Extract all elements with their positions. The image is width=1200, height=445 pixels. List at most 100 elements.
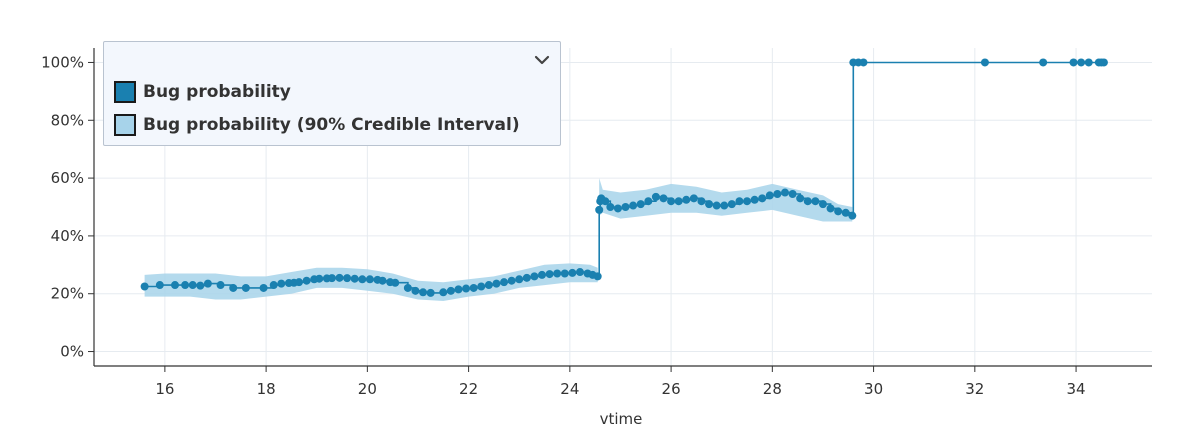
data-point[interactable] — [560, 269, 569, 278]
data-point[interactable] — [241, 283, 250, 292]
data-point[interactable] — [773, 189, 782, 198]
data-point[interactable] — [1077, 58, 1086, 67]
data-point[interactable] — [327, 274, 336, 283]
data-point[interactable] — [743, 197, 752, 206]
data-point[interactable] — [439, 288, 448, 297]
x-tick-label: 34 — [1067, 380, 1086, 398]
data-point[interactable] — [1069, 58, 1078, 67]
x-tick-label: 16 — [155, 380, 174, 398]
data-point[interactable] — [705, 200, 714, 209]
data-point[interactable] — [477, 282, 486, 291]
data-point[interactable] — [469, 283, 478, 292]
data-point[interactable] — [507, 276, 516, 285]
data-point[interactable] — [689, 194, 698, 203]
data-point[interactable] — [811, 197, 820, 206]
legend-toggle-button[interactable] — [532, 50, 552, 70]
data-point[interactable] — [229, 283, 238, 292]
data-point[interactable] — [522, 273, 531, 282]
data-point[interactable] — [826, 204, 835, 213]
data-point[interactable] — [1099, 58, 1108, 67]
data-point[interactable] — [446, 286, 455, 295]
data-point[interactable] — [515, 275, 524, 284]
data-point[interactable] — [765, 191, 774, 200]
data-point[interactable] — [170, 281, 179, 290]
probability-points — [140, 58, 1108, 297]
data-point[interactable] — [841, 208, 850, 217]
data-point[interactable] — [568, 268, 577, 277]
data-point[interactable] — [796, 194, 805, 203]
legend-item-credible-interval[interactable]: Bug probability (90% Credible Interval) — [114, 112, 520, 138]
data-point[interactable] — [335, 273, 344, 282]
data-point[interactable] — [203, 279, 212, 288]
data-point[interactable] — [492, 279, 501, 288]
data-point[interactable] — [391, 278, 400, 287]
x-tick-label: 26 — [662, 380, 681, 398]
data-point[interactable] — [419, 288, 428, 297]
data-point[interactable] — [269, 281, 278, 290]
data-point[interactable] — [500, 278, 509, 287]
data-point[interactable] — [277, 279, 286, 288]
data-point[interactable] — [629, 201, 638, 210]
data-point[interactable] — [659, 194, 668, 203]
data-point[interactable] — [545, 270, 554, 279]
data-point[interactable] — [530, 272, 539, 281]
data-point[interactable] — [315, 274, 324, 283]
data-point[interactable] — [712, 201, 721, 210]
data-point[interactable] — [636, 200, 645, 209]
data-point[interactable] — [682, 195, 691, 204]
data-point[interactable] — [426, 288, 435, 297]
data-point[interactable] — [818, 200, 827, 209]
data-point[interactable] — [140, 282, 149, 291]
data-point[interactable] — [403, 283, 412, 292]
data-point[interactable] — [859, 58, 868, 67]
data-point[interactable] — [484, 281, 493, 290]
data-point[interactable] — [358, 275, 367, 284]
data-point[interactable] — [343, 274, 352, 283]
data-point[interactable] — [155, 281, 164, 290]
data-point[interactable] — [803, 197, 812, 206]
data-point[interactable] — [750, 195, 759, 204]
legend-item-bug-probability[interactable]: Bug probability — [114, 79, 291, 105]
data-point[interactable] — [181, 281, 190, 290]
data-point[interactable] — [834, 207, 843, 216]
data-point[interactable] — [302, 276, 311, 285]
data-point[interactable] — [780, 188, 789, 197]
data-point[interactable] — [1084, 58, 1093, 67]
data-point[interactable] — [259, 283, 268, 292]
data-point[interactable] — [667, 197, 676, 206]
data-point[interactable] — [601, 197, 610, 206]
data-point[interactable] — [216, 281, 225, 290]
data-point[interactable] — [196, 281, 205, 290]
data-point[interactable] — [593, 272, 602, 281]
x-axis-title: vtime — [600, 410, 643, 428]
data-point[interactable] — [595, 205, 604, 214]
data-point[interactable] — [606, 203, 615, 211]
data-point[interactable] — [697, 197, 706, 206]
data-point[interactable] — [758, 194, 767, 203]
data-point[interactable] — [538, 270, 547, 279]
data-point[interactable] — [980, 58, 989, 67]
data-point[interactable] — [462, 284, 471, 293]
data-point[interactable] — [295, 278, 304, 287]
data-point[interactable] — [674, 197, 683, 206]
data-point[interactable] — [575, 268, 584, 277]
data-point[interactable] — [613, 204, 622, 213]
data-point[interactable] — [411, 286, 420, 295]
data-point[interactable] — [848, 211, 857, 220]
data-point[interactable] — [350, 274, 359, 283]
data-point[interactable] — [720, 201, 729, 210]
legend-swatch-line — [114, 81, 136, 103]
data-point[interactable] — [1039, 58, 1048, 67]
data-point[interactable] — [621, 203, 630, 211]
data-point[interactable] — [788, 189, 797, 198]
data-point[interactable] — [365, 275, 374, 284]
data-point[interactable] — [644, 197, 653, 206]
data-point[interactable] — [378, 276, 387, 285]
data-point[interactable] — [735, 197, 744, 206]
data-point[interactable] — [188, 281, 197, 290]
data-point[interactable] — [454, 285, 463, 294]
data-point[interactable] — [727, 200, 736, 209]
data-point[interactable] — [651, 192, 660, 201]
data-point[interactable] — [553, 269, 562, 278]
